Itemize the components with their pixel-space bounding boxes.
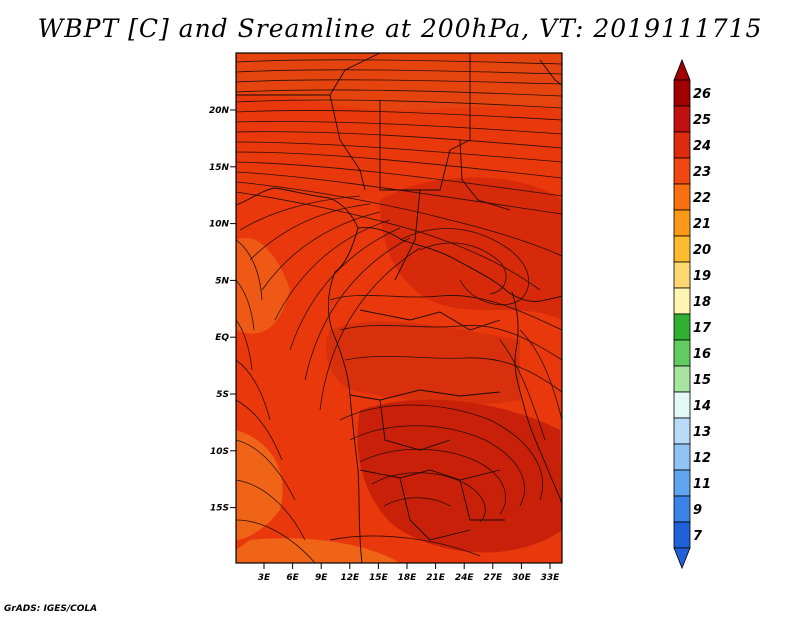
- colorbar-cell: [673, 339, 691, 367]
- colorbar-cell: [673, 313, 691, 341]
- lat-tick-label: 15S: [210, 504, 229, 514]
- colorbar-label: 26: [693, 87, 711, 102]
- colorbar-cell: [673, 157, 691, 185]
- colorbar-cell: [673, 183, 691, 211]
- colorbar-cell: [673, 365, 691, 393]
- map-panel: [236, 53, 562, 563]
- map-title: WBPT [C] and Sreamline at 200hPa, VT: 20…: [37, 14, 763, 43]
- colorbar-label: 14: [693, 399, 711, 414]
- wbpt-fill-cool-southwest: [236, 430, 283, 540]
- colorbar-cell: [673, 235, 691, 263]
- colorbar-label: 24: [693, 139, 711, 154]
- colorbar-label: 11: [693, 477, 711, 492]
- lat-tick-label: 20N: [209, 106, 230, 116]
- colorbar-cell: [673, 105, 691, 133]
- colorbar-label: 20: [693, 243, 711, 258]
- lat-tick-label: EQ: [215, 333, 229, 343]
- lon-tick-label: 27E: [483, 573, 503, 583]
- lon-tick-label: 21E: [426, 573, 446, 583]
- wbpt-fill-cool-west: [236, 238, 290, 334]
- colorbar-label: 13: [693, 425, 711, 440]
- lon-tick-label: 3E: [258, 573, 271, 583]
- colorbar-cell: [673, 209, 691, 237]
- colorbar-cell: [673, 261, 691, 289]
- colorbar-label: 12: [693, 451, 711, 466]
- colorbar-cell: [673, 443, 691, 471]
- lat-tick-label: 5S: [216, 390, 229, 400]
- colorbar-bottom-arrow: [673, 547, 691, 570]
- colorbar-label: 23: [693, 165, 711, 180]
- lat-tick-label: 10S: [210, 447, 229, 457]
- lon-tick-label: 9E: [315, 573, 328, 583]
- colorbar-cell: [673, 131, 691, 159]
- colorbar-cell: [673, 287, 691, 315]
- lon-tick-label: 33E: [541, 573, 561, 583]
- colorbar-cell: [673, 495, 691, 523]
- lon-tick-label: 24E: [455, 573, 475, 583]
- colorbar-cell: [673, 469, 691, 497]
- colorbar-label: 7: [693, 529, 703, 544]
- colorbar-cell: [673, 79, 691, 107]
- map-frame: [235, 52, 563, 564]
- lon-tick-label: 18E: [398, 573, 418, 583]
- lon-tick-label: 30E: [512, 573, 532, 583]
- wbpt-fill-warm-east: [380, 177, 562, 320]
- colorbar-label: 17: [693, 321, 712, 336]
- lon-tick-label: 6E: [286, 573, 299, 583]
- colorbar-cell: [673, 521, 691, 549]
- coastline-borders: [236, 53, 562, 563]
- colorbar-label: 25: [693, 113, 711, 128]
- footer-credit: GrADS: IGES/COLA: [4, 604, 98, 614]
- lat-tick-label: 10N: [209, 220, 230, 230]
- colorbar-label: 15: [693, 373, 711, 388]
- colorbar: 26 25 24 23 22 21 20 19 18 17 16 15 14 13 12 11 9 7: [673, 58, 712, 570]
- colorbar-label: 9: [693, 503, 702, 518]
- wbpt-fill-warm-north: [236, 53, 562, 110]
- wbpt-fill-warm-central: [326, 321, 520, 405]
- streamlines: [236, 59, 562, 563]
- colorbar-label: 19: [693, 269, 711, 284]
- colorbar-cell: [673, 391, 691, 419]
- lon-tick-label: 15E: [369, 573, 389, 583]
- colorbar-label: 21: [693, 217, 711, 232]
- colorbar-top-arrow: [673, 58, 691, 81]
- colorbar-label: 18: [693, 295, 711, 310]
- lat-tick-label: 15N: [209, 163, 230, 173]
- lon-axis: 3E 6E 9E 12E 15E 18E 21E 24E 27E 30E 33E: [258, 563, 560, 583]
- colorbar-cell: [673, 417, 691, 445]
- lat-axis: 20N 15N 10N 5N EQ 5S 10S 15S: [209, 106, 236, 514]
- wbpt-fill-cool-south: [236, 538, 400, 563]
- colorbar-label: 22: [693, 191, 711, 206]
- lat-tick-label: 5N: [215, 276, 229, 286]
- colorbar-label: 16: [693, 347, 711, 362]
- lon-tick-label: 12E: [340, 573, 360, 583]
